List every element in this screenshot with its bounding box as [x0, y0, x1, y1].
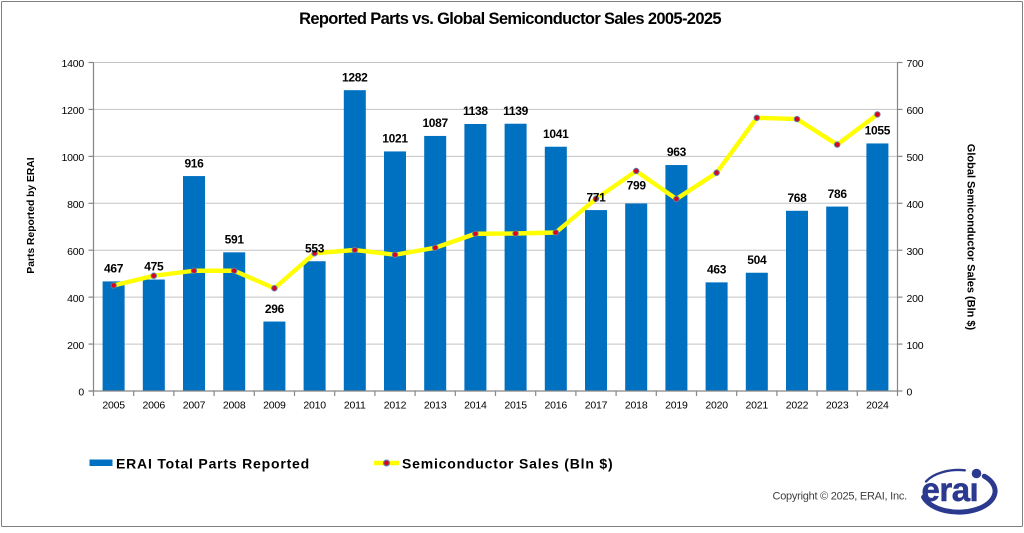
svg-text:2005: 2005: [102, 400, 125, 412]
svg-text:800: 800: [67, 199, 84, 211]
svg-text:1200: 1200: [61, 105, 84, 117]
svg-text:Global Semiconductor Sales (Bl: Global Semiconductor Sales (Bln $): [965, 144, 977, 331]
svg-text:1041: 1041: [543, 127, 569, 141]
svg-text:2016: 2016: [545, 400, 568, 412]
svg-text:2017: 2017: [585, 400, 608, 412]
svg-text:2013: 2013: [424, 400, 447, 412]
svg-text:2011: 2011: [344, 400, 366, 412]
svg-text:600: 600: [67, 246, 84, 258]
svg-text:1087: 1087: [422, 116, 448, 130]
svg-text:463: 463: [707, 263, 727, 277]
svg-text:2010: 2010: [303, 400, 326, 412]
svg-text:2006: 2006: [143, 400, 166, 412]
svg-text:1400: 1400: [61, 58, 84, 70]
svg-text:768: 768: [787, 191, 807, 205]
svg-text:0: 0: [78, 387, 84, 399]
svg-text:400: 400: [907, 199, 924, 211]
svg-text:700: 700: [907, 58, 924, 70]
svg-text:2014: 2014: [464, 400, 487, 412]
svg-text:916: 916: [184, 156, 204, 170]
svg-text:591: 591: [225, 233, 245, 247]
svg-text:504: 504: [747, 253, 767, 267]
svg-text:Semiconductor Sales (Bln $): Semiconductor Sales (Bln $): [402, 456, 613, 472]
svg-text:2021: 2021: [746, 400, 769, 412]
svg-text:786: 786: [828, 187, 848, 201]
svg-text:500: 500: [907, 152, 924, 164]
svg-text:2020: 2020: [705, 400, 728, 412]
svg-text:1000: 1000: [61, 152, 84, 164]
svg-text:475: 475: [144, 260, 164, 274]
svg-text:2019: 2019: [665, 400, 688, 412]
svg-text:0: 0: [907, 387, 913, 399]
svg-text:eraı: eraı: [922, 471, 979, 508]
svg-text:1021: 1021: [382, 132, 408, 146]
svg-text:1139: 1139: [503, 104, 528, 118]
svg-text:553: 553: [305, 241, 325, 255]
svg-text:2015: 2015: [504, 400, 527, 412]
svg-text:2007: 2007: [183, 400, 206, 412]
svg-text:2012: 2012: [384, 400, 407, 412]
svg-text:200: 200: [67, 340, 84, 352]
svg-text:771: 771: [586, 190, 606, 204]
svg-text:400: 400: [67, 293, 84, 305]
svg-text:799: 799: [627, 179, 647, 193]
svg-text:2024: 2024: [866, 400, 889, 412]
svg-text:296: 296: [265, 302, 285, 316]
svg-text:600: 600: [907, 105, 924, 117]
svg-text:100: 100: [907, 340, 924, 352]
svg-text:963: 963: [667, 145, 687, 159]
svg-text:2009: 2009: [263, 400, 286, 412]
svg-text:Parts Reported by ERAI: Parts Reported by ERAI: [26, 157, 37, 273]
svg-text:Reported Parts vs. Global Semi: Reported Parts vs. Global Semiconductor …: [299, 10, 721, 28]
svg-text:1282: 1282: [342, 70, 368, 84]
svg-text:200: 200: [907, 293, 924, 305]
svg-text:2023: 2023: [826, 400, 849, 412]
svg-text:2018: 2018: [625, 400, 648, 412]
svg-text:ERAI Total Parts Reported: ERAI Total Parts Reported: [116, 456, 310, 472]
svg-text:Copyright © 2025, ERAI, Inc.: Copyright © 2025, ERAI, Inc.: [773, 491, 908, 503]
svg-text:467: 467: [104, 262, 124, 276]
svg-text:2022: 2022: [786, 400, 809, 412]
svg-text:300: 300: [907, 246, 924, 258]
svg-text:1055: 1055: [865, 124, 891, 138]
svg-text:2008: 2008: [223, 400, 246, 412]
svg-text:1138: 1138: [463, 104, 488, 118]
